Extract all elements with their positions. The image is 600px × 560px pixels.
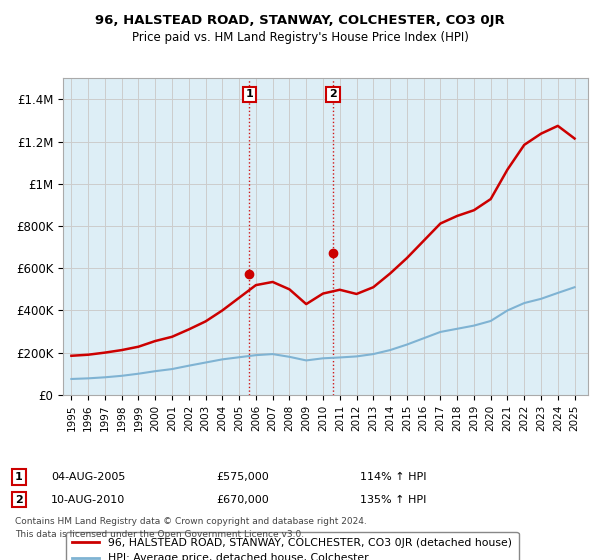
Text: 2: 2 xyxy=(15,494,23,505)
Text: 2: 2 xyxy=(329,90,337,100)
Text: Contains HM Land Registry data © Crown copyright and database right 2024.: Contains HM Land Registry data © Crown c… xyxy=(15,517,367,526)
Text: This data is licensed under the Open Government Licence v3.0.: This data is licensed under the Open Gov… xyxy=(15,530,304,539)
Text: 04-AUG-2005: 04-AUG-2005 xyxy=(51,472,125,482)
Legend: 96, HALSTEAD ROAD, STANWAY, COLCHESTER, CO3 0JR (detached house), HPI: Average p: 96, HALSTEAD ROAD, STANWAY, COLCHESTER, … xyxy=(66,531,518,560)
Text: £575,000: £575,000 xyxy=(216,472,269,482)
Text: Price paid vs. HM Land Registry's House Price Index (HPI): Price paid vs. HM Land Registry's House … xyxy=(131,31,469,44)
Text: 135% ↑ HPI: 135% ↑ HPI xyxy=(360,494,427,505)
Text: 96, HALSTEAD ROAD, STANWAY, COLCHESTER, CO3 0JR: 96, HALSTEAD ROAD, STANWAY, COLCHESTER, … xyxy=(95,14,505,27)
Text: 10-AUG-2010: 10-AUG-2010 xyxy=(51,494,125,505)
Text: 114% ↑ HPI: 114% ↑ HPI xyxy=(360,472,427,482)
Text: £670,000: £670,000 xyxy=(216,494,269,505)
Text: 1: 1 xyxy=(15,472,23,482)
Text: 1: 1 xyxy=(245,90,253,100)
